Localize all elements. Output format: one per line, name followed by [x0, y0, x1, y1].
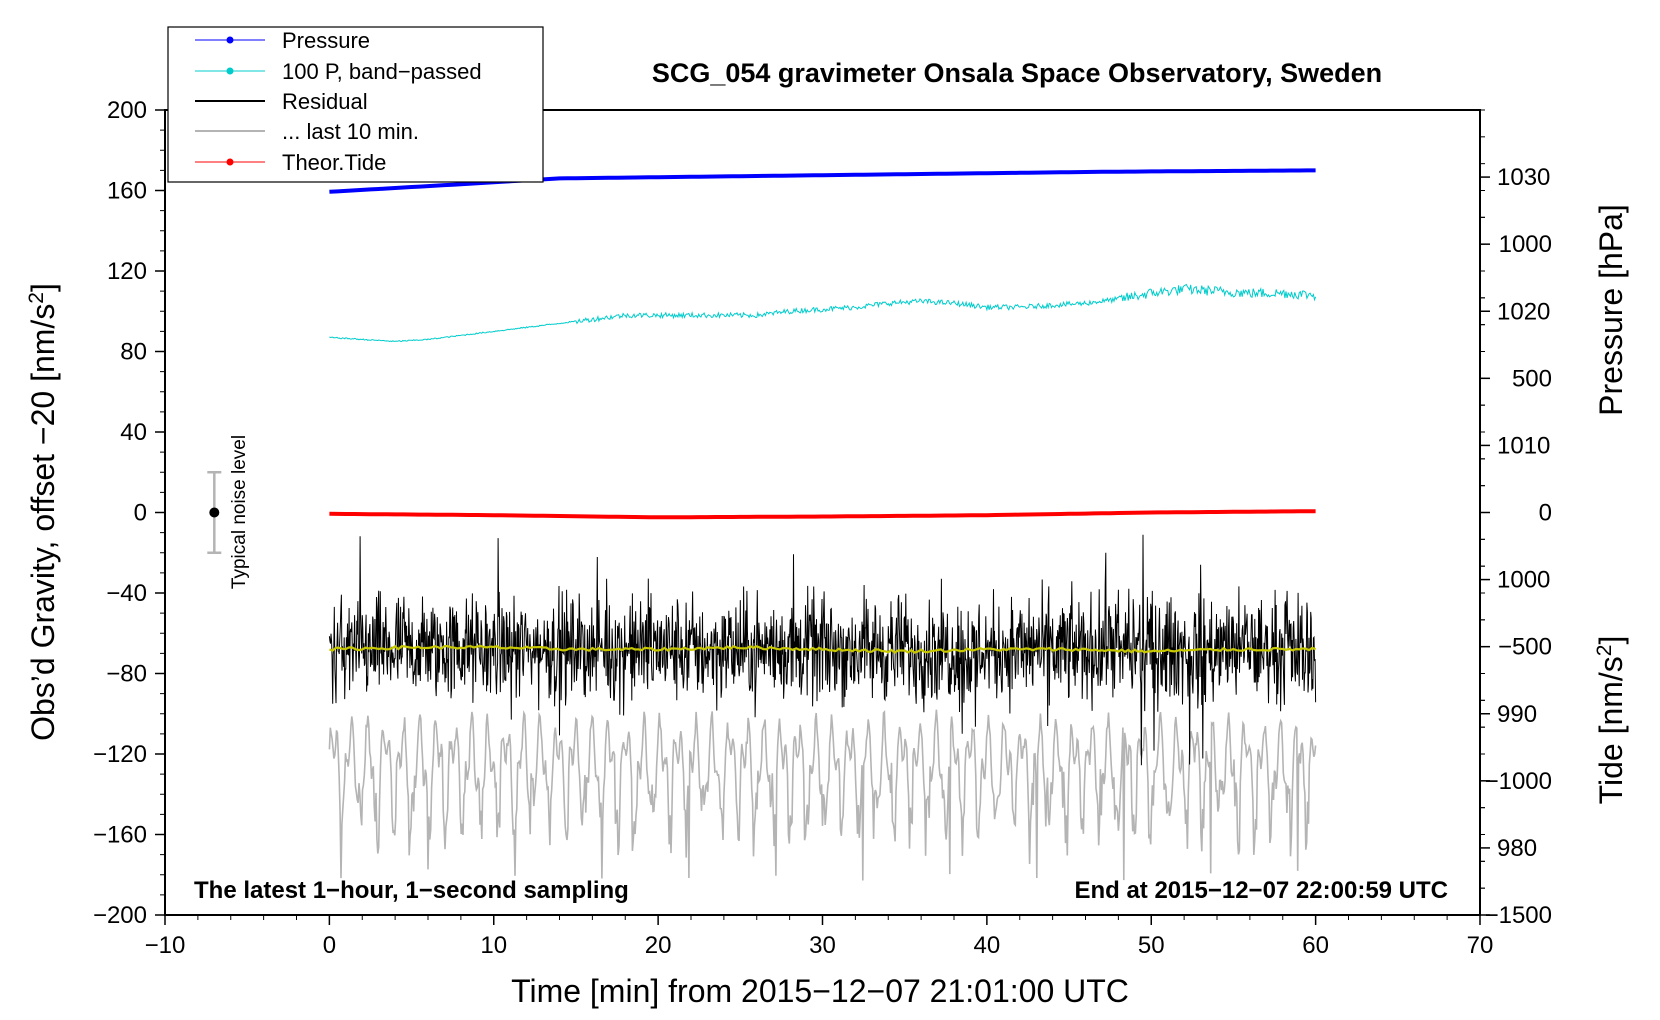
legend-label-last-10-min: ... last 10 min.: [282, 119, 419, 144]
legend-label-residual: Residual: [282, 89, 368, 114]
y-tick-label-left: −80: [106, 661, 147, 688]
x-tick-label: −10: [145, 932, 186, 959]
y-axis-title-pressure: Pressure [hPa]: [1593, 204, 1629, 416]
legend-box: [167, 26, 544, 183]
tide-tick-label: −500: [1498, 634, 1552, 661]
y-tick-label-left: 80: [120, 339, 147, 366]
pressure-tick-label: 980: [1497, 835, 1537, 862]
y-tick-label-left: −120: [93, 741, 147, 768]
y-tick-label-left: 40: [120, 419, 147, 446]
y-tick-label-left: −160: [93, 822, 147, 849]
traces-clip-group: [328, 168, 1317, 881]
pressure-tick-label: 990: [1497, 701, 1537, 728]
y-tick-label-left: 160: [107, 178, 147, 205]
annotation-sampling: The latest 1−hour, 1−second sampling: [194, 877, 629, 904]
y-axis-title-tide: Tide [nm/s2]: [1593, 636, 1630, 805]
legend: Pressure 100 P, band−passed Residual ...…: [167, 26, 544, 183]
series-band-passed: [329, 283, 1317, 343]
series-residual: [328, 534, 1317, 766]
legend-marker-band-passed: [226, 67, 234, 75]
tide-tick-label: 0: [1539, 500, 1552, 527]
x-tick-label: 0: [323, 932, 336, 959]
legend-marker-pressure: [226, 36, 234, 44]
legend-label-theor-tide: Theor.Tide: [282, 150, 386, 175]
noise-level-label: Typical noise level: [229, 435, 250, 589]
y-tick-label-left: −200: [93, 902, 147, 929]
series-theor-tide: [329, 509, 1316, 520]
series-residual-smoothed: [329, 644, 1317, 654]
x-tick-label: 70: [1467, 932, 1494, 959]
axes: −10 0 10 20 30 40 50 60 70−200−160−120−80−400408…: [93, 97, 1552, 959]
y-tick-label-left: 200: [107, 97, 147, 124]
tide-tick-label: 1000: [1499, 231, 1552, 258]
x-tick-label: 20: [645, 932, 672, 959]
y-axis-title-left: Obs’d Gravity, offset −20 [nm/s2]: [25, 283, 62, 741]
legend-marker-theor-tide: [226, 158, 234, 166]
pressure-tick-label: 1020: [1497, 298, 1550, 325]
data-traces: [207, 168, 1317, 881]
legend-label-band-passed: 100 P, band−passed: [282, 59, 482, 84]
pressure-tick-label: 1000: [1497, 567, 1550, 594]
x-tick-label: 40: [974, 932, 1001, 959]
annotation-end-time: End at 2015−12−07 22:00:59 UTC: [1074, 877, 1448, 904]
y-tick-label-left: −40: [106, 580, 147, 607]
tide-tick-label: 500: [1512, 365, 1552, 392]
pressure-tick-label: 1010: [1497, 432, 1550, 459]
legend-label-pressure: Pressure: [282, 28, 370, 53]
x-tick-label: 30: [809, 932, 836, 959]
y-tick-label-left: 120: [107, 258, 147, 285]
x-tick-label: 50: [1138, 932, 1165, 959]
pressure-tick-label: 1030: [1497, 164, 1550, 191]
x-tick-label: 10: [480, 932, 507, 959]
noise-bar-center: [209, 507, 220, 518]
tide-tick-label: −1000: [1485, 768, 1552, 795]
chart-title: SCG_054 gravimeter Onsala Space Observat…: [652, 58, 1382, 88]
x-axis-title: Time [min] from 2015−12−07 21:01:00 UTC: [511, 973, 1129, 1009]
y-tick-label-left: 0: [134, 500, 147, 527]
tide-tick-label: −1500: [1485, 902, 1552, 929]
series-last-10-min: [328, 709, 1317, 881]
x-tick-label: 60: [1302, 932, 1329, 959]
